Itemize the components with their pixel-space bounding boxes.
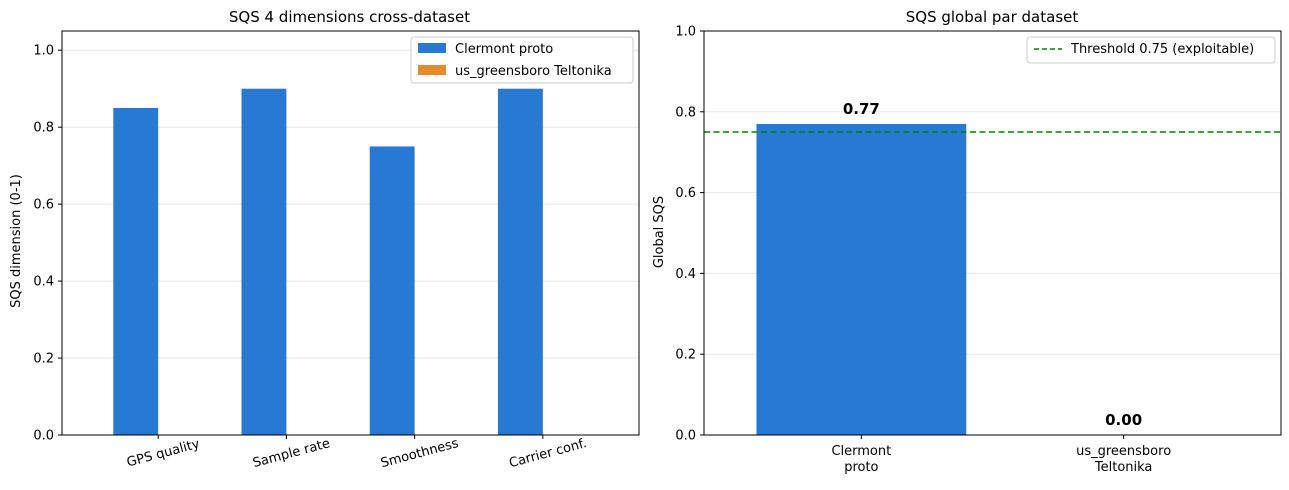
chart-title: SQS 4 dimensions cross-dataset xyxy=(229,8,470,26)
bar-clermont-proto xyxy=(497,88,543,435)
y-tick-label: 0.8 xyxy=(33,121,54,136)
legend-label-greensboro: us_greensboro Teltonika xyxy=(455,64,612,79)
x-tick-label: Carrier conf. xyxy=(507,436,588,471)
y-ticks: 0.0 0.2 0.4 0.6 0.8 1.0 xyxy=(675,25,704,444)
legend-label-threshold: Threshold 0.75 (exploitable) xyxy=(1070,42,1254,57)
bar-value-label: 0.77 xyxy=(843,100,880,118)
bar-clermont-proto xyxy=(369,146,415,435)
bar-clermont-proto xyxy=(241,88,287,435)
y-tick-label: 1.0 xyxy=(675,25,696,40)
legend-box xyxy=(1026,36,1276,64)
bars xyxy=(113,88,543,435)
y-tick-label: 0.6 xyxy=(675,186,696,201)
y-ticks: 0.0 0.2 0.4 0.6 0.8 1.0 xyxy=(33,44,62,444)
plot-frame xyxy=(703,30,1282,436)
x-tick-label: Clermont xyxy=(831,444,891,459)
legend-swatch-greensboro xyxy=(418,65,446,75)
legend-box xyxy=(410,36,634,84)
legend: Threshold 0.75 (exploitable) xyxy=(1026,36,1276,64)
y-axis-label: SQS dimension (0-1) xyxy=(9,174,24,308)
y-tick-label: 1.0 xyxy=(33,44,54,59)
x-ticks: GPS quality Sample rate Smoothness Carrier … xyxy=(125,435,588,471)
bar-clermont-proto xyxy=(113,107,159,435)
bars: 0.77 0.00 xyxy=(756,100,1142,436)
x-tick-label: us_greensboro xyxy=(1076,444,1171,459)
plot-frame xyxy=(61,30,640,436)
x-tick-label: Teltonika xyxy=(1094,460,1153,475)
legend: Clermont proto us_greensboro Teltonika xyxy=(410,36,634,84)
y-axis-label: Global SQS xyxy=(652,196,667,268)
y-tick-label: 0.2 xyxy=(675,348,696,363)
chart-title: SQS global par dataset xyxy=(906,8,1079,26)
bar-global-sqs xyxy=(756,123,967,436)
y-tick-label: 0.0 xyxy=(675,429,696,444)
chart-sqs-global: SQS global par dataset Global SQS 0.770.… xyxy=(652,8,1282,475)
bar-value-label: 0.00 xyxy=(1105,411,1142,429)
x-tick-label: Smoothness xyxy=(379,436,460,471)
y-tick-label: 0.2 xyxy=(33,352,54,367)
y-tick-label: 0.4 xyxy=(33,275,54,290)
chart-sqs-dimensions: SQS 4 dimensions cross-dataset SQS dimen… xyxy=(9,8,640,471)
x-tick-label: proto xyxy=(844,460,878,475)
x-tick-label: Sample rate xyxy=(251,436,331,471)
y-tick-label: 0.0 xyxy=(33,429,54,444)
x-tick-label: GPS quality xyxy=(125,437,201,471)
y-tick-label: 0.8 xyxy=(675,105,696,120)
legend-swatch-clermont xyxy=(418,43,446,53)
y-tick-label: 0.4 xyxy=(675,267,696,282)
legend-label-clermont: Clermont proto xyxy=(455,42,553,57)
y-tick-label: 0.6 xyxy=(33,198,54,213)
